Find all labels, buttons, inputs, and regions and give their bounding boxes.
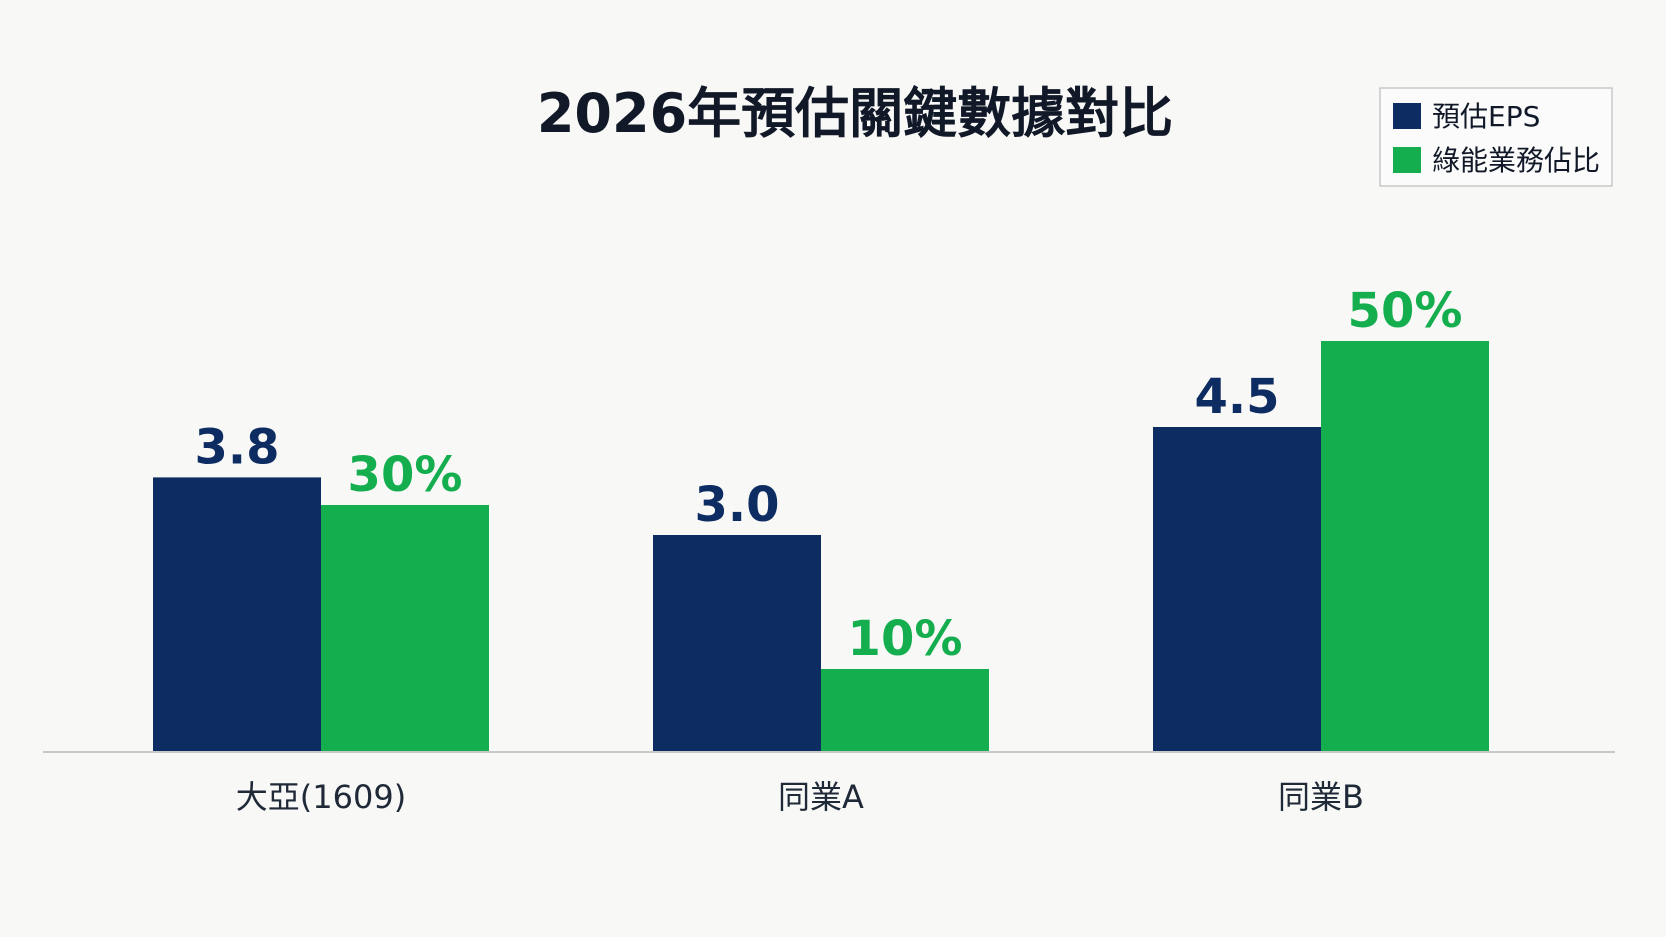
value-label-green-share-2: 50% bbox=[1348, 283, 1463, 339]
legend-label-eps: 預估EPS bbox=[1432, 100, 1540, 133]
bar-green-share-1 bbox=[821, 669, 989, 751]
bar-green-share-2 bbox=[1321, 341, 1489, 751]
legend: 預估EPS 綠能業務佔比 bbox=[1379, 87, 1613, 187]
bar-green-share-0 bbox=[321, 505, 489, 751]
x-tick-label-0: 大亞(1609) bbox=[236, 778, 406, 816]
legend-swatch-eps bbox=[1393, 103, 1421, 129]
bar-eps-0 bbox=[153, 477, 321, 751]
chart-title: 2026年預估關鍵數據對比 bbox=[537, 82, 1173, 145]
value-label-eps-1: 3.0 bbox=[694, 477, 779, 533]
bars-layer bbox=[153, 341, 1489, 751]
value-label-eps-2: 4.5 bbox=[1194, 369, 1279, 425]
x-tick-label-2: 同業B bbox=[1278, 778, 1364, 816]
value-label-green-share-0: 30% bbox=[348, 447, 463, 503]
bar-eps-2 bbox=[1153, 427, 1321, 751]
bar-eps-1 bbox=[653, 535, 821, 751]
value-label-eps-0: 3.8 bbox=[194, 419, 279, 475]
legend-swatch-green-share bbox=[1393, 147, 1421, 173]
value-label-green-share-1: 10% bbox=[848, 611, 963, 667]
value-labels-layer: 3.8 30% 3.0 10% 4.5 50% bbox=[194, 283, 1462, 667]
legend-label-green-share: 綠能業務佔比 bbox=[1432, 144, 1600, 177]
x-tick-labels-layer: 大亞(1609) 同業A 同業B bbox=[236, 778, 1364, 816]
x-tick-label-1: 同業A bbox=[778, 778, 864, 816]
